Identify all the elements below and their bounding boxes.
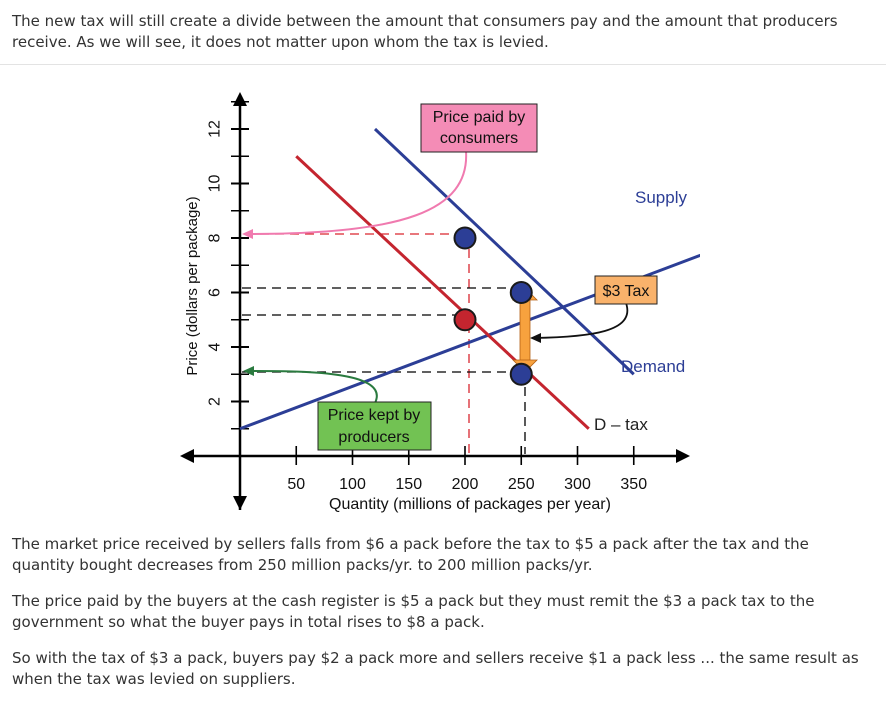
x-tick-label: 50 bbox=[287, 476, 305, 493]
d-tax-label: D – tax bbox=[594, 415, 648, 434]
y-axis-arrow-up-icon bbox=[233, 92, 247, 106]
supply-label: Supply bbox=[635, 188, 687, 207]
consumers-callout-curve bbox=[249, 150, 468, 235]
producers-box bbox=[317, 401, 432, 451]
demand-curve bbox=[373, 127, 635, 376]
x-tick-label: 350 bbox=[620, 476, 647, 493]
x-tick-label: 100 bbox=[339, 476, 366, 493]
producers-box-line2: producers bbox=[338, 429, 409, 446]
x-tick-label: 150 bbox=[395, 476, 422, 493]
y-tick-label: 12 bbox=[207, 120, 224, 138]
producers-callout-curve bbox=[251, 370, 378, 404]
consumers-callout-arrowhead-icon bbox=[242, 229, 253, 239]
equilibrium-marker bbox=[509, 281, 533, 304]
consumers-box bbox=[420, 103, 538, 153]
tax-callout-curve bbox=[533, 302, 629, 339]
paragraph-summary: So with the tax of $3 a pack, buyers pay… bbox=[12, 649, 859, 688]
consumers-box-line1: Price paid by bbox=[433, 109, 526, 126]
tax-callout-arrowhead-icon bbox=[530, 333, 541, 343]
x-tick-label: 200 bbox=[452, 476, 479, 493]
y-axis-label: Price (dollars per package) bbox=[184, 196, 201, 375]
y-axis-arrow-down-icon bbox=[233, 496, 247, 510]
equilibrium-marker bbox=[453, 226, 477, 250]
tax-box bbox=[594, 275, 658, 305]
consumers-box-line2: consumers bbox=[440, 130, 518, 147]
tax-box-label: $3 Tax bbox=[603, 283, 650, 300]
x-axis-arrow-left-icon bbox=[180, 449, 194, 463]
intro-text: The new tax will still create a divide b… bbox=[12, 12, 838, 51]
divider bbox=[0, 64, 886, 65]
supply-curve bbox=[239, 253, 700, 431]
producers-box-line1: Price kept by bbox=[328, 407, 420, 424]
paragraph-price-change: The market price received by sellers fal… bbox=[12, 535, 809, 574]
x-axis-label: Quantity (millions of packages per year) bbox=[329, 496, 611, 513]
demand-label: Demand bbox=[621, 357, 685, 376]
x-axis-arrow-right-icon bbox=[676, 449, 690, 463]
demand-minus-tax-curve bbox=[295, 155, 590, 430]
equilibrium-marker bbox=[509, 362, 533, 386]
equilibrium-marker bbox=[453, 308, 477, 332]
paragraph-buyer-price: The price paid by the buyers at the cash… bbox=[12, 592, 815, 631]
y-tick-label: 6 bbox=[207, 288, 224, 297]
y-tick-label: 2 bbox=[207, 397, 224, 406]
producers-callout-arrowhead-icon bbox=[243, 366, 254, 376]
x-tick-label: 300 bbox=[564, 476, 591, 493]
x-tick-label: 250 bbox=[508, 476, 535, 493]
y-tick-label: 8 bbox=[207, 233, 224, 242]
y-tick-label: 4 bbox=[207, 342, 224, 351]
y-tick-label: 10 bbox=[207, 175, 224, 193]
tax-diagram: 2 4 6 8 10 12 50 100 150 200 250 300 350 Price (doll… bbox=[180, 92, 700, 513]
